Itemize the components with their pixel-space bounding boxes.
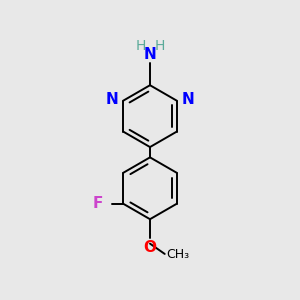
Text: F: F [92, 196, 103, 211]
Text: N: N [182, 92, 195, 107]
Text: N: N [144, 47, 156, 62]
Text: O: O [143, 240, 157, 255]
Text: H: H [135, 39, 146, 53]
Text: H: H [154, 39, 165, 53]
Text: CH₃: CH₃ [166, 248, 189, 261]
Text: N: N [105, 92, 118, 107]
